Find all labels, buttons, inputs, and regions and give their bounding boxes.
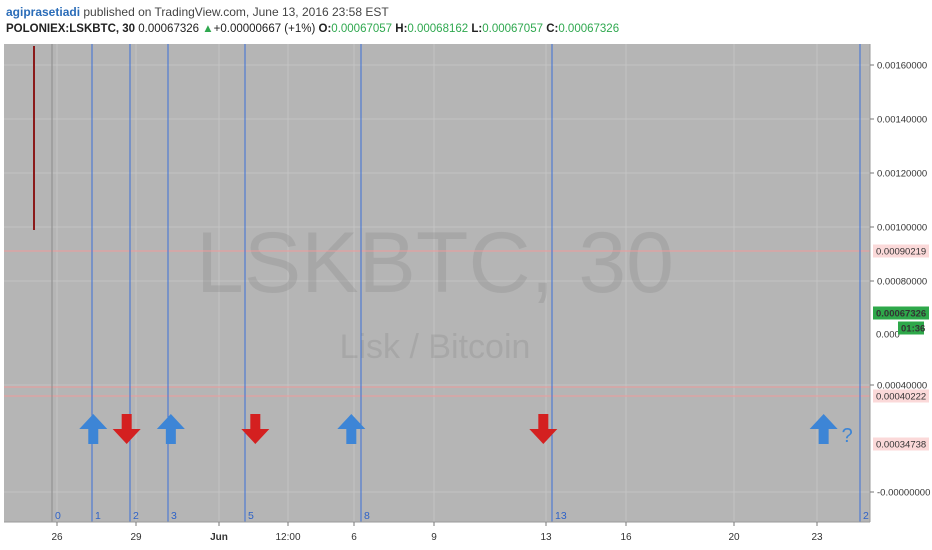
cycle-count-label: 5 xyxy=(248,510,254,522)
symbol-watermark: LSKBTC, 30 Lisk / Bitcoin xyxy=(196,215,674,366)
buy-up-arrow-icon xyxy=(156,414,185,444)
sell-down-arrow-icon xyxy=(112,414,141,444)
buy-up-arrow-icon xyxy=(79,414,108,444)
cycle-count-label: 2 xyxy=(863,510,869,522)
cycle-count-label: 0 xyxy=(55,510,61,522)
change-up-arrow-icon: ▲ xyxy=(202,23,214,35)
price-badge xyxy=(898,321,924,335)
watermark-pair: Lisk / Bitcoin xyxy=(340,328,531,366)
plot-area[interactable] xyxy=(4,44,870,522)
signal-arrows: ? xyxy=(79,414,853,447)
time-tick-label: 12:00 xyxy=(275,532,300,543)
horizontal-levels xyxy=(4,250,870,397)
time-tick-label: 20 xyxy=(728,532,740,543)
price-badge-label: 01:36 xyxy=(901,324,925,335)
price-tick-label: 0.00160000 xyxy=(877,61,927,72)
signal-question-mark: ? xyxy=(842,425,853,447)
watermark-symbol: LSKBTC, 30 xyxy=(196,215,674,311)
cycle-count-label: 8 xyxy=(364,510,370,522)
time-axis[interactable]: 26 29 Jun 12:00 6 9 13 16 20 23 xyxy=(0,521,932,550)
cycle-count-label: 1 xyxy=(95,510,101,522)
time-tick-label: 16 xyxy=(620,532,632,543)
chart-header: agiprasetiadi published on TradingView.c… xyxy=(0,0,932,42)
time-tick-label: 29 xyxy=(130,532,142,543)
price-badge-label: 0.00090219 xyxy=(876,247,926,258)
open-label: O: xyxy=(318,23,332,35)
time-tick-label: Jun xyxy=(210,532,228,543)
symbol-quote-line: POLONIEX:LSKBTC, 30 0.00067326 ▲+0.00000… xyxy=(6,23,619,35)
time-tick-label: 9 xyxy=(431,532,437,543)
last-price: 0.00067326 xyxy=(138,23,200,35)
open-value: 0.00067057 xyxy=(331,23,393,35)
price-axis[interactable]: 0.00160000 0.00140000 0.00120000 0.00100000… xyxy=(869,44,932,522)
grid xyxy=(4,44,870,522)
price-change: +0.00000667 (+1%) xyxy=(213,23,316,35)
price-badge xyxy=(873,306,929,320)
symbol-label[interactable]: POLONIEX:LSKBTC, 30 xyxy=(6,23,136,35)
high-value: 0.00068162 xyxy=(407,23,469,35)
buy-up-arrow-icon xyxy=(337,414,366,444)
price-badge xyxy=(873,389,929,403)
price-tick-label: 0.00120000 xyxy=(877,169,927,180)
buy-up-arrow-icon xyxy=(809,414,838,444)
sell-down-arrow-icon xyxy=(241,414,270,444)
time-tick-label: 23 xyxy=(811,532,823,543)
price-badge-label: 0.00067326 xyxy=(876,309,926,320)
price-badge xyxy=(873,437,929,451)
candles xyxy=(33,46,35,230)
price-tick-label: 0.00100000 xyxy=(877,223,927,234)
price-tick-label: -0.00000000 xyxy=(877,488,930,499)
low-value: 0.00067057 xyxy=(482,23,543,35)
price-tick-label: 0.00080000 xyxy=(877,277,927,288)
price-tick-label: 0.00140000 xyxy=(877,115,927,126)
high-label: H: xyxy=(395,23,408,35)
price-tick-label: 0.00040000 xyxy=(877,381,927,392)
time-tick-label: 13 xyxy=(540,532,552,543)
close-value: 0.00067326 xyxy=(558,23,620,35)
cycle-count-label: 2 xyxy=(133,510,139,522)
close-label: C: xyxy=(546,23,559,35)
sell-down-arrow-icon xyxy=(529,414,558,444)
cycle-count-label: 13 xyxy=(555,510,567,522)
time-axis-background xyxy=(0,522,932,550)
time-tick-label: 26 xyxy=(51,532,63,543)
time-tick-label: 6 xyxy=(351,532,357,543)
cycle-count-label: 3 xyxy=(171,510,177,522)
price-badge-label: 0.000 xyxy=(876,330,900,341)
price-badge-label: 0.00034738 xyxy=(876,440,926,451)
author-link[interactable]: agiprasetiadi xyxy=(6,5,81,19)
published-text: published on TradingView.com, June 13, 2… xyxy=(83,5,389,19)
publish-line: agiprasetiadi published on TradingView.c… xyxy=(6,5,389,19)
low-label: L: xyxy=(471,23,483,35)
price-badge xyxy=(873,244,929,258)
price-badge-label: 0.00040222 xyxy=(876,392,926,403)
